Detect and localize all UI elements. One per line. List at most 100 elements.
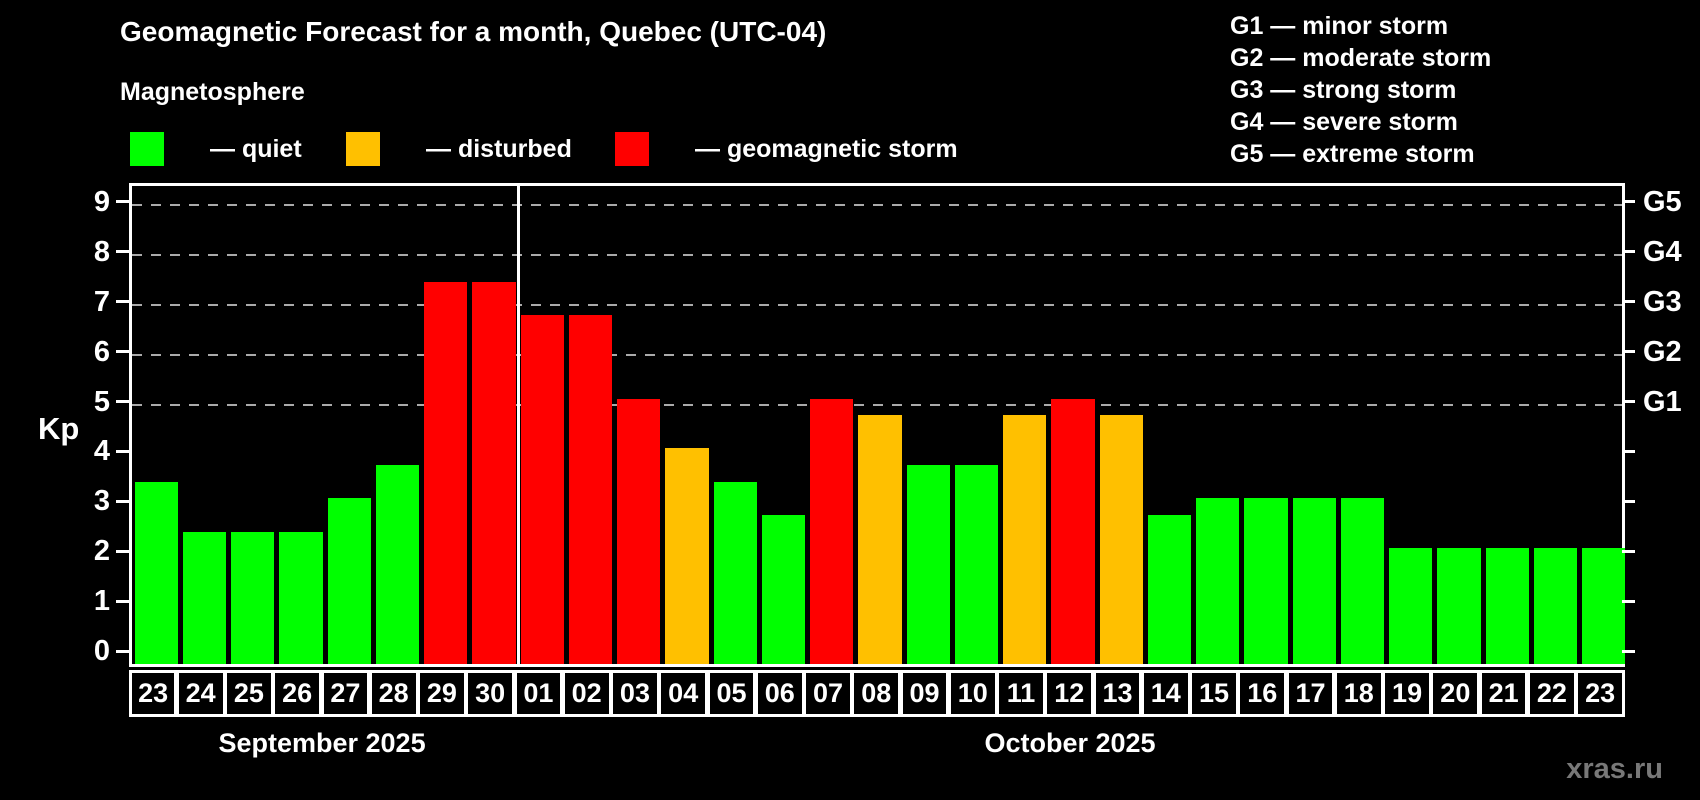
ytick-label-0: 0 <box>93 635 110 668</box>
day-box-06: 06 <box>754 670 805 717</box>
day-box-22: 22 <box>1526 670 1577 717</box>
day-box-29: 29 <box>417 670 467 717</box>
ytick-label-5: 5 <box>93 385 110 418</box>
month-label-september: September 2025 <box>218 728 426 758</box>
bar-day-30 <box>472 282 516 664</box>
day-box-23: 23 <box>1575 670 1625 717</box>
bar-day-10 <box>954 464 999 664</box>
day-box-10: 10 <box>947 670 998 717</box>
bar-day-05 <box>713 481 757 664</box>
ytick-3 <box>116 499 129 503</box>
g5-legend-line: G5 — extreme storm <box>1230 140 1475 168</box>
ytick-9 <box>116 200 129 204</box>
bar-day-21 <box>1485 548 1529 664</box>
right-tick-9 <box>1622 200 1635 204</box>
day-label: 12 <box>1054 678 1085 708</box>
gridline-kp6 <box>132 353 1622 356</box>
day-box-02: 02 <box>561 670 612 717</box>
day-box-13: 13 <box>1092 670 1143 717</box>
legend-item-storm: — geomagnetic storm <box>615 129 958 169</box>
day-box-05: 05 <box>706 670 757 717</box>
day-box-30: 30 <box>465 670 516 717</box>
bar-day-13 <box>1099 415 1143 664</box>
day-label: 29 <box>426 678 457 708</box>
kp-axis-label: Kp <box>38 411 80 446</box>
bar-day-07 <box>810 398 854 664</box>
right-tick-6 <box>1622 350 1635 354</box>
day-label: 16 <box>1247 678 1278 708</box>
g2-legend-line: G2 — moderate storm <box>1230 44 1492 72</box>
g-label-G5: G5 <box>1643 185 1682 218</box>
day-box-07: 07 <box>803 670 853 717</box>
bar-day-08 <box>858 415 902 664</box>
day-label: 30 <box>475 678 506 708</box>
day-box-12: 12 <box>1044 670 1095 717</box>
magnetosphere-label: Magnetosphere <box>120 78 305 106</box>
bar-day-14 <box>1147 514 1192 664</box>
day-label: 23 <box>138 678 169 708</box>
right-tick-4 <box>1622 449 1635 453</box>
day-label: 03 <box>619 678 650 708</box>
day-label: 01 <box>523 678 554 708</box>
day-box-18: 18 <box>1333 670 1384 717</box>
bar-day-16 <box>1244 498 1288 664</box>
ytick-label-8: 8 <box>93 235 110 268</box>
right-tick-8 <box>1622 250 1635 254</box>
day-box-26: 26 <box>272 670 323 717</box>
bar-day-23 <box>134 481 178 664</box>
bar-day-12 <box>1051 398 1095 664</box>
day-box-24: 24 <box>175 670 226 717</box>
bar-day-23 <box>1582 548 1626 664</box>
day-label: 09 <box>909 678 940 708</box>
ytick-label-4: 4 <box>93 435 110 468</box>
day-label: 08 <box>861 678 892 708</box>
ytick-2 <box>116 549 129 553</box>
day-box-01: 01 <box>513 670 564 717</box>
storm-color-swatch <box>615 132 649 166</box>
day-label: 07 <box>812 678 843 708</box>
day-box-21: 21 <box>1478 670 1529 717</box>
legend-item-disturbed: — disturbed <box>346 129 572 169</box>
ytick-label-1: 1 <box>93 585 110 618</box>
legend-disturbed-label: — disturbed <box>426 134 572 163</box>
day-label: 25 <box>233 678 264 708</box>
g-label-G2: G2 <box>1643 335 1682 368</box>
day-label: 20 <box>1440 678 1471 708</box>
ytick-label-2: 2 <box>93 535 110 568</box>
bar-day-15 <box>1196 498 1240 664</box>
ytick-label-7: 7 <box>93 285 110 318</box>
bar-day-26 <box>279 531 323 664</box>
bar-day-04 <box>665 448 709 664</box>
g1-legend-line: G1 — minor storm <box>1230 12 1449 40</box>
day-box-04: 04 <box>658 670 709 717</box>
day-label: 02 <box>571 678 602 708</box>
day-box-15: 15 <box>1189 670 1239 717</box>
right-tick-2 <box>1622 549 1635 553</box>
bar-day-02 <box>568 315 613 664</box>
month-label-october: October 2025 <box>984 728 1156 758</box>
ytick-5 <box>116 400 129 404</box>
day-label: 13 <box>1102 678 1133 708</box>
right-tick-1 <box>1622 599 1635 603</box>
gridline-kp7 <box>132 303 1622 306</box>
day-label: 21 <box>1488 678 1519 708</box>
day-label: 24 <box>185 678 216 708</box>
day-box-09: 09 <box>899 670 950 717</box>
bar-day-24 <box>182 531 226 664</box>
day-label: 15 <box>1199 678 1230 708</box>
right-tick-7 <box>1622 300 1635 304</box>
day-box-27: 27 <box>320 670 371 717</box>
day-label: 11 <box>1006 678 1036 708</box>
day-label: 04 <box>668 678 699 708</box>
gridline-kp8 <box>132 253 1622 256</box>
page-title: Geomagnetic Forecast for a month, Quebec… <box>120 16 827 47</box>
bar-day-18 <box>1340 498 1385 664</box>
bar-day-19 <box>1389 548 1433 664</box>
g3-legend-line: G3 — strong storm <box>1230 76 1457 104</box>
bar-day-17 <box>1292 498 1336 664</box>
g-scale-legend: G1 — minor storm G2 — moderate storm G3 … <box>1230 10 1491 170</box>
day-box-08: 08 <box>851 670 902 717</box>
day-label: 14 <box>1150 678 1181 708</box>
ytick-1 <box>116 599 129 603</box>
